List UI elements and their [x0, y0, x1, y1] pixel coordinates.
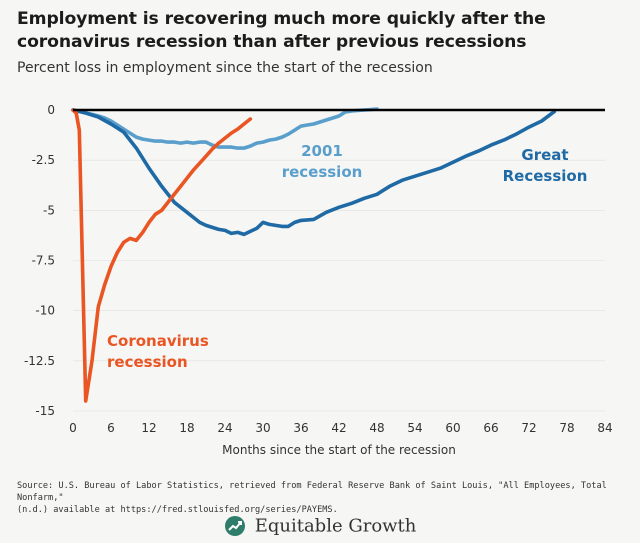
y-tick-label: -5: [43, 203, 55, 217]
growth-icon: [224, 516, 245, 536]
y-tick-label: -2.5: [32, 153, 55, 167]
series-annotation: Coronavirus: [107, 332, 209, 350]
chart-title: Employment is recovering much more quick…: [17, 9, 546, 52]
x-tick-label: 54: [407, 421, 422, 435]
series-annotation: recession: [282, 163, 363, 181]
x-tick-label: 6: [107, 421, 115, 435]
source-line-2: (n.d.) available at https://fred.stlouis…: [17, 505, 338, 515]
x-tick-label: 18: [179, 421, 194, 435]
x-tick-label: 84: [597, 421, 612, 435]
x-tick-label: 0: [69, 421, 77, 435]
source-note: Source: U.S. Bureau of Labor Statistics,…: [17, 480, 627, 516]
y-tick-label: -15: [35, 404, 55, 418]
x-tick-label: 24: [217, 421, 232, 435]
series-annotation: Great: [521, 146, 568, 164]
x-tick-label: 72: [521, 421, 536, 435]
y-tick-label: -10: [35, 304, 55, 318]
source-line-1: Source: U.S. Bureau of Labor Statistics,…: [17, 481, 607, 503]
chart-subtitle: Percent loss in employment since the sta…: [17, 60, 433, 76]
x-axis-label: Months since the start of the recession: [222, 443, 456, 457]
x-tick-label: 60: [445, 421, 460, 435]
y-tick-label: 0: [47, 103, 55, 117]
x-tick-label: 78: [559, 421, 574, 435]
brand-name: Equitable Growth: [254, 515, 417, 537]
x-tick-label: 30: [255, 421, 270, 435]
series-annotation: Recession: [503, 167, 588, 185]
chart-area: 0 -2.5 -5 -7.5 -10 -12.5 -15 0 6 12 18 24 30 36 42 48 5…: [24, 103, 613, 457]
x-tick-label: 42: [331, 421, 346, 435]
brand-logo: Equitable Growth: [0, 515, 640, 537]
x-tick-label: 12: [141, 421, 156, 435]
y-tick-label: -7.5: [32, 254, 55, 268]
series-line-coronavirus-recession: [71, 108, 253, 403]
series-annotation: recession: [107, 353, 188, 371]
x-tick-label: 66: [483, 421, 498, 435]
series-line-2001-recession: [71, 107, 379, 150]
y-tick-label: -12.5: [24, 354, 55, 368]
x-tick-label: 48: [369, 421, 384, 435]
x-tick-label: 36: [293, 421, 308, 435]
series-annotation: 2001: [301, 142, 343, 160]
